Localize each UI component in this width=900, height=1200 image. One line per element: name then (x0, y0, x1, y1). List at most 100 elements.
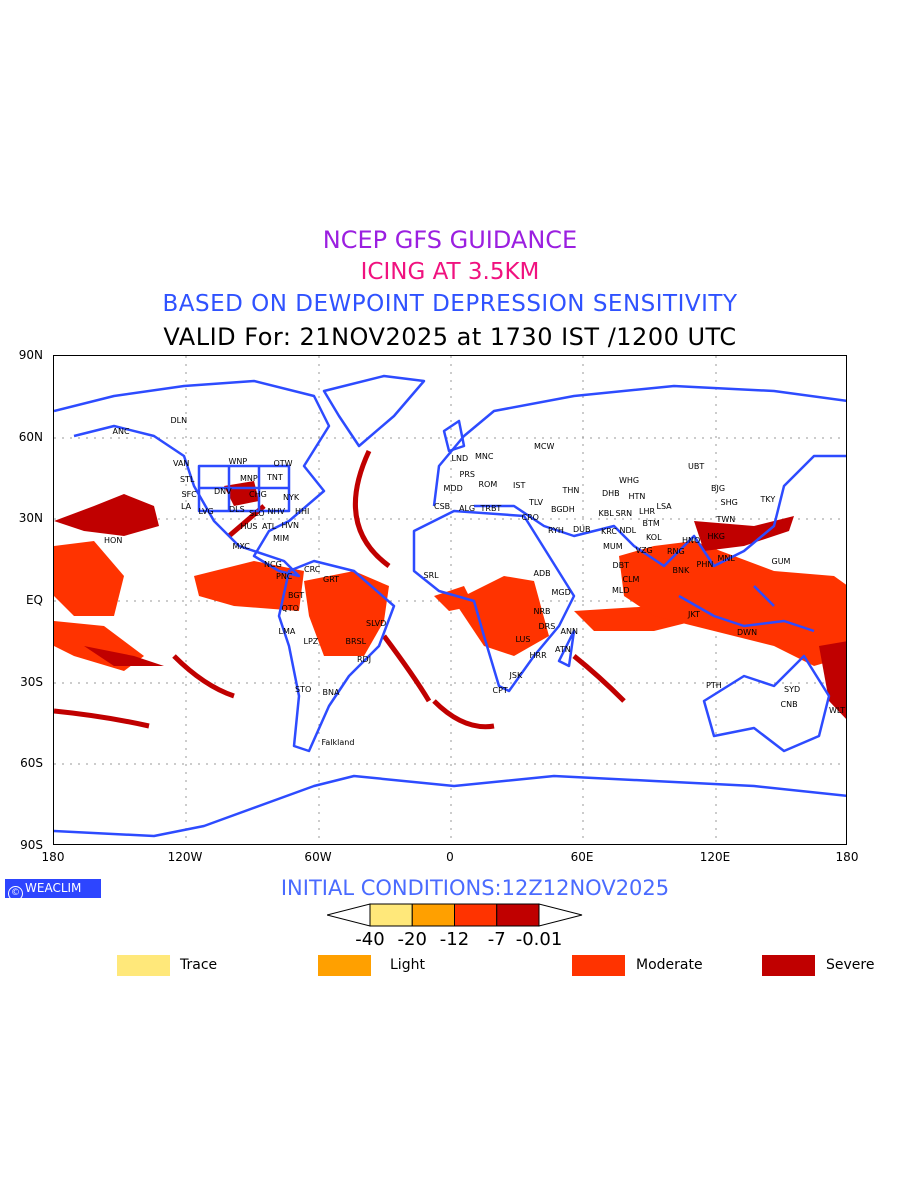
city-label: MNC (475, 451, 494, 461)
icing-severe-streaks (54, 449, 626, 730)
city-label: HON (104, 535, 123, 545)
city-label: OTW (273, 458, 293, 468)
city-label: SLVD (366, 618, 387, 628)
city-label: BTM (642, 518, 660, 528)
city-label: HRR (529, 650, 547, 660)
city-label: WHG (619, 475, 640, 485)
lon-tick-label: 60W (304, 850, 332, 864)
city-label: BGT (288, 590, 305, 600)
city-label: STL (180, 474, 195, 484)
city-label: SLO (249, 508, 265, 518)
city-label: DLN (170, 415, 188, 425)
city-label: ANN (560, 626, 578, 636)
city-label: MXC (232, 541, 250, 551)
city-label: VZG (635, 545, 653, 555)
colorbar-box (411, 903, 455, 927)
city-label: RNG (667, 546, 685, 556)
icing-moderate (54, 541, 846, 671)
coastlines (54, 374, 846, 838)
lat-tick-label: 30N (18, 511, 43, 525)
city-label: QTO (281, 603, 299, 613)
city-label: CNB (780, 699, 798, 709)
city-label: PNC (276, 571, 293, 581)
city-label: SYD (784, 684, 801, 694)
city-label: KRC (601, 526, 617, 536)
legend-swatch-moderate (572, 955, 625, 976)
city-label: NYK (283, 492, 300, 502)
city-label: ANC (112, 426, 130, 436)
city-label: TLV (529, 497, 543, 507)
city-label: PTH (706, 680, 722, 690)
title-method: BASED ON DEWPOINT DEPRESSION SENSITIVITY (162, 291, 738, 317)
city-label: ROM (478, 479, 498, 489)
lon-tick-label: 180 (41, 850, 65, 864)
city-label: WLT (829, 705, 846, 715)
city-label: MGD (551, 587, 571, 597)
legend-swatch-severe (762, 955, 815, 976)
city-label: DWN (737, 627, 758, 637)
city-label: Falkland (321, 737, 355, 747)
city-label: LSA (656, 501, 672, 511)
city-label: DBT (612, 560, 630, 570)
lat-tick-label: 90S (20, 838, 43, 852)
city-label: NDL (619, 525, 637, 535)
lon-tick-label: 0 (446, 850, 454, 864)
city-label: DNV (214, 486, 232, 496)
colorbar-label: -7 (487, 929, 506, 950)
colorbar-high-arrow (538, 903, 583, 927)
city-label: MNL (717, 553, 735, 563)
city-label: BRSL (345, 636, 367, 646)
lon-tick-label: 180 (835, 850, 859, 864)
lat-tick-label: 90N (18, 348, 43, 362)
city-label: KBL (598, 508, 614, 518)
city-label: HHI (295, 506, 310, 516)
city-label: LUS (515, 634, 531, 644)
legend-swatch-light (318, 955, 371, 976)
copyright-icon: © (8, 886, 23, 901)
city-label: RDJ (357, 654, 372, 664)
city-label: TNT (267, 472, 283, 482)
initial-conditions: INITIAL CONDITIONS:12Z12NOV2025 (280, 876, 670, 900)
logo-text: WEACLIM (25, 881, 82, 895)
lat-tick-label: 60S (20, 756, 43, 770)
lat-tick-label: 60N (18, 430, 43, 444)
city-label: GUM (771, 556, 791, 566)
city-label: JKT (688, 609, 700, 619)
city-label: HTN (628, 491, 646, 501)
city-label: BGDH (551, 504, 575, 514)
world-icing-map: ANC DLN VAN STL WNP MNP CHG TNT OTW NYK DNV SLO SFC L… (53, 355, 847, 845)
city-label: HUS (240, 521, 258, 531)
city-label: ALG (459, 503, 476, 513)
title-valid-time: VALID For: 21NOV2025 at 1730 IST /1200 U… (163, 323, 737, 351)
colorbar-label: -20 (397, 929, 427, 950)
colorbar-low-arrow (327, 903, 371, 927)
weaclim-logo: © WEACLIM (5, 879, 101, 901)
colorbar-box (496, 903, 540, 927)
city-label: VAN (173, 458, 190, 468)
city-label: ADB (533, 568, 551, 578)
city-label: LA (181, 501, 192, 511)
city-label: RYH (548, 525, 564, 535)
city-label: PHN (696, 559, 714, 569)
city-label: HKG (707, 531, 725, 541)
map-canvas (54, 356, 846, 844)
colorbar (327, 903, 583, 927)
city-label: HVN (281, 520, 299, 530)
city-label: LHR (639, 506, 656, 516)
city-label: BNK (672, 565, 690, 575)
city-label: SRN (615, 508, 633, 518)
city-label: NCG (264, 559, 282, 569)
city-label: LVG (198, 506, 214, 516)
city-label: WNP (228, 456, 248, 466)
city-label: CRO (521, 512, 539, 522)
city-label: LPZ (303, 636, 319, 646)
city-label: KOL (646, 532, 662, 542)
city-label: LND (451, 453, 469, 463)
city-label: BNA (322, 687, 340, 697)
city-label: CHG (249, 489, 267, 499)
colorbar-label: -12 (439, 929, 470, 950)
legend-swatch-trace (117, 955, 170, 976)
icing-severe (54, 481, 846, 719)
city-label: MUM (603, 541, 623, 551)
colorbar-box (369, 903, 413, 927)
